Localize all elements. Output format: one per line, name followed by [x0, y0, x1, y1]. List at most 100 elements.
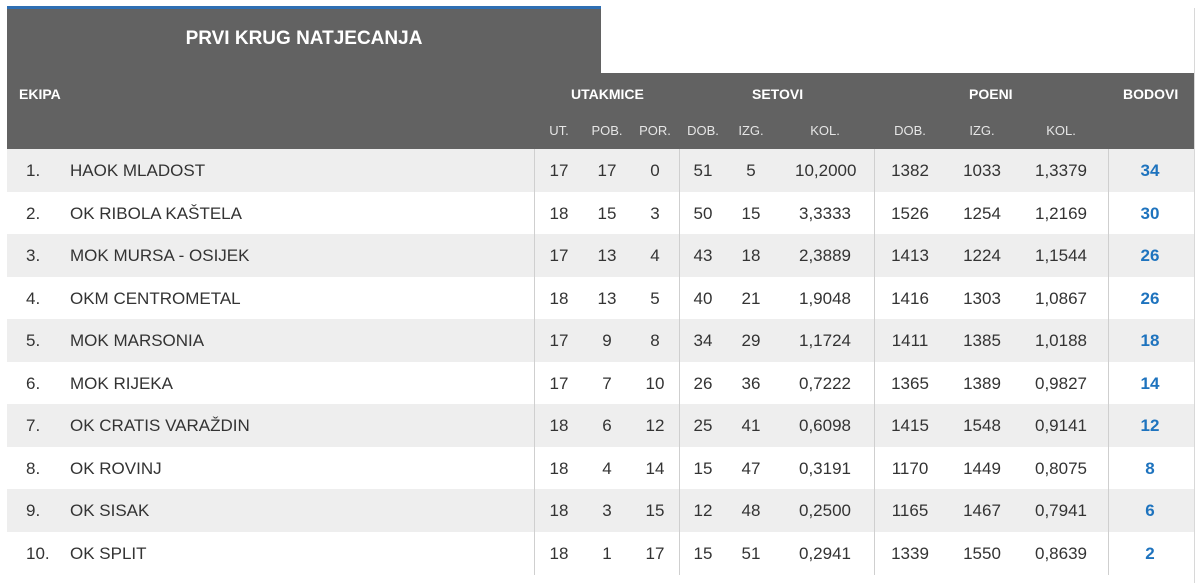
points-ratio-cell: 1,2169	[1035, 203, 1087, 223]
points-won-cell: 1416	[891, 288, 929, 308]
sets-lost-cell: 36	[741, 373, 761, 393]
table-row: 6. MOK RIJEKA 17 7 10 26 36 0,7222 1365 1389 0,982…	[7, 361, 1194, 404]
points-won-cell: 1165	[891, 501, 929, 520]
sets-lost-cell: 21	[741, 288, 761, 308]
rank-cell: 10.	[26, 543, 50, 563]
standing-points-cell: 12	[1140, 416, 1160, 435]
points-ratio-cell: 0,8639	[1035, 543, 1087, 563]
sets-ratio-cell: 3,3333	[799, 203, 851, 223]
losses-cell: 4	[650, 246, 660, 265]
sets-lost-cell: 5	[746, 161, 756, 180]
page-title: PRVI KRUG NATJECANJA	[185, 28, 423, 49]
table-header: EKIPA UTAKMICE SETOVI POENI BODOVI UT. P…	[7, 73, 1194, 149]
table-row: 4. OKM CENTROMETAL 18 13 5 40 21 1,9048 1416 1303…	[7, 276, 1194, 319]
sets-ratio-cell: 0,6098	[799, 416, 851, 435]
sets-won-cell: 51	[693, 161, 713, 180]
team-name-cell: OK RIBOLA KAŠTELA	[70, 203, 242, 223]
sets-won-cell: 43	[693, 246, 713, 265]
points-ratio-cell: 1,3379	[1035, 161, 1087, 180]
rank-cell: 5.	[26, 331, 41, 350]
standings-table-body: 1. HAOK MLADOST 17 17 0 51 5 10,2000 1382 1033 1,3…	[7, 149, 1194, 574]
rank-cell: 4.	[26, 288, 41, 308]
matches-played-cell: 17	[549, 161, 569, 180]
standing-points-cell: 6	[1145, 501, 1155, 520]
rank-cell: 8.	[26, 458, 41, 478]
subheader-sets-kol: KOL.	[810, 123, 840, 138]
subheader-sets-izg: IZG.	[738, 123, 764, 138]
points-ratio-cell: 0,8075	[1035, 458, 1087, 478]
points-won-cell: 1413	[891, 246, 929, 265]
points-ratio-cell: 1,1544	[1035, 246, 1087, 265]
matches-played-cell: 18	[549, 543, 569, 563]
sets-ratio-cell: 2,3889	[799, 246, 851, 265]
losses-cell: 12	[645, 416, 665, 435]
standing-points-cell: 2	[1145, 543, 1155, 563]
points-lost-cell: 1467	[963, 501, 1001, 520]
sets-lost-cell: 51	[741, 543, 761, 563]
sets-lost-cell: 18	[741, 246, 761, 265]
wins-cell: 1	[602, 543, 612, 563]
sets-lost-cell: 15	[741, 203, 761, 223]
rank-cell: 1.	[26, 161, 41, 180]
standing-points-cell: 26	[1140, 246, 1160, 265]
points-won-cell: 1526	[891, 203, 929, 223]
standing-points-cell: 30	[1140, 203, 1160, 223]
losses-cell: 5	[650, 288, 660, 308]
points-lost-cell: 1548	[963, 416, 1001, 435]
table-row: 9. OK SISAK 18 3 15 12 48 0,2500 1165 1467 0,7941 6	[7, 489, 1194, 532]
table-row: 5. MOK MARSONIA 17 9 8 34 29 1,1724 1411 1385 1,01…	[7, 319, 1194, 362]
team-name-cell: MOK MURSA - OSIJEK	[70, 246, 250, 265]
losses-cell: 14	[645, 458, 665, 478]
team-name-cell: OKM CENTROMETAL	[70, 288, 241, 308]
losses-cell: 17	[645, 543, 665, 563]
wins-cell: 4	[602, 458, 612, 478]
column-divider	[679, 149, 680, 575]
sets-won-cell: 15	[693, 543, 713, 563]
subheader-ut: UT.	[549, 123, 569, 138]
sets-lost-cell: 29	[741, 331, 761, 350]
table-row: 10. OK SPLIT 18 1 17 15 51 0,2941 1339 1550 0,8639…	[7, 531, 1194, 574]
sets-won-cell: 15	[693, 458, 713, 478]
wins-cell: 9	[602, 331, 612, 350]
sets-ratio-cell: 0,7222	[799, 373, 851, 393]
matches-played-cell: 17	[549, 373, 569, 393]
sets-lost-cell: 47	[741, 458, 761, 478]
rank-cell: 7.	[26, 416, 41, 435]
wins-cell: 17	[597, 161, 617, 180]
sets-won-cell: 40	[693, 288, 713, 308]
rank-cell: 2.	[26, 203, 41, 223]
sets-lost-cell: 48	[741, 501, 761, 520]
losses-cell: 15	[645, 501, 665, 520]
title-tab: PRVI KRUG NATJECANJA	[7, 6, 601, 73]
losses-cell: 10	[645, 373, 665, 393]
matches-played-cell: 18	[549, 501, 569, 520]
wins-cell: 13	[597, 288, 617, 308]
standing-points-cell: 26	[1140, 288, 1160, 308]
sets-ratio-cell: 1,1724	[799, 331, 851, 350]
points-lost-cell: 1303	[963, 288, 1001, 308]
standing-points-cell: 34	[1140, 161, 1160, 180]
standing-points-cell: 8	[1145, 458, 1155, 478]
header-points: POENI	[969, 86, 1013, 102]
points-won-cell: 1365	[891, 373, 929, 393]
column-divider	[1108, 149, 1109, 575]
sets-won-cell: 12	[693, 501, 713, 520]
points-lost-cell: 1449	[963, 458, 1001, 478]
header-standing-points: BODOVI	[1123, 86, 1179, 102]
losses-cell: 0	[650, 161, 660, 180]
column-divider	[874, 149, 875, 575]
points-ratio-cell: 0,9827	[1035, 373, 1087, 393]
sets-ratio-cell: 0,3191	[799, 458, 851, 478]
wins-cell: 6	[602, 416, 612, 435]
points-won-cell: 1411	[891, 331, 929, 350]
points-ratio-cell: 0,7941	[1035, 501, 1087, 520]
team-name-cell: OK SISAK	[70, 501, 150, 520]
sets-won-cell: 34	[693, 331, 713, 350]
subheader-pts-izg: IZG.	[969, 123, 995, 138]
header-sets: SETOVI	[752, 86, 804, 102]
wins-cell: 15	[597, 203, 617, 223]
standing-points-cell: 14	[1140, 373, 1160, 393]
points-won-cell: 1339	[891, 543, 929, 563]
points-won-cell: 1382	[891, 161, 929, 180]
sets-ratio-cell: 1,9048	[799, 288, 851, 308]
